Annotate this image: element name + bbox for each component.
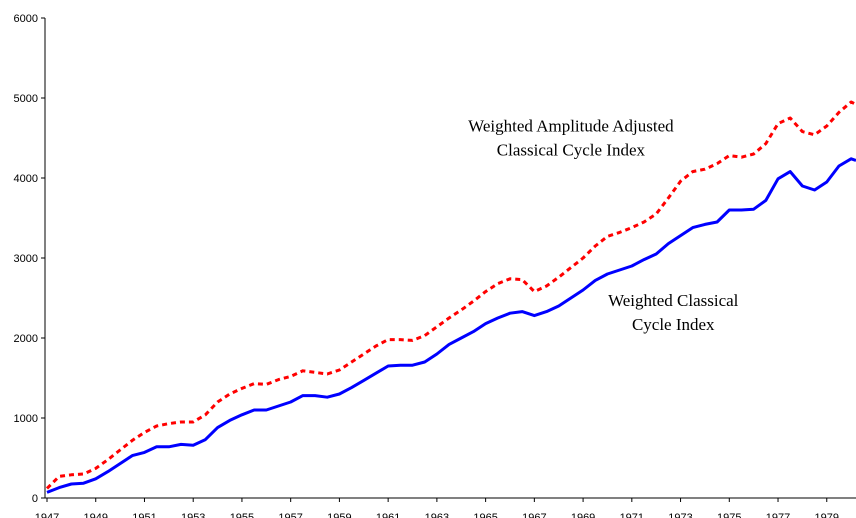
series-line xyxy=(46,157,856,494)
x-tick-label: 1975 xyxy=(717,512,741,518)
annotation: Weighted Amplitude Adjusted xyxy=(468,117,674,136)
y-tick-label: 4000 xyxy=(14,173,38,185)
y-tick-label: 3000 xyxy=(14,253,38,265)
x-tick-label: 1973 xyxy=(668,512,692,518)
annotation: Weighted Classical xyxy=(608,291,739,310)
x-tick-label: 1979 xyxy=(815,512,839,518)
x-tick-label: 1961 xyxy=(376,512,400,518)
y-tick-label: 2000 xyxy=(14,333,38,345)
series-line xyxy=(45,100,856,490)
x-tick-label: 1955 xyxy=(230,512,254,518)
x-tick-label: 1949 xyxy=(83,512,107,518)
x-tick-label: 1951 xyxy=(132,512,156,518)
y-tick-label: 0 xyxy=(32,493,38,505)
x-tick-label: 1953 xyxy=(181,512,205,518)
y-tick-label: 5000 xyxy=(14,93,38,105)
x-tick-label: 1969 xyxy=(571,512,595,518)
y-tick-label: 6000 xyxy=(14,13,38,25)
x-tick-label: 1963 xyxy=(425,512,449,518)
x-tick-label: 1959 xyxy=(327,512,351,518)
y-tick-label: 1000 xyxy=(14,413,38,425)
x-tick-label: 1967 xyxy=(522,512,546,518)
x-tick-label: 1977 xyxy=(766,512,790,518)
x-tick-label: 1971 xyxy=(620,512,644,518)
x-tick-label: 1947 xyxy=(35,512,59,518)
x-tick-label: 1965 xyxy=(473,512,497,518)
x-tick-label: 1957 xyxy=(278,512,302,518)
annotation: Cycle Index xyxy=(632,315,715,334)
annotation: Classical Cycle Index xyxy=(497,141,646,160)
